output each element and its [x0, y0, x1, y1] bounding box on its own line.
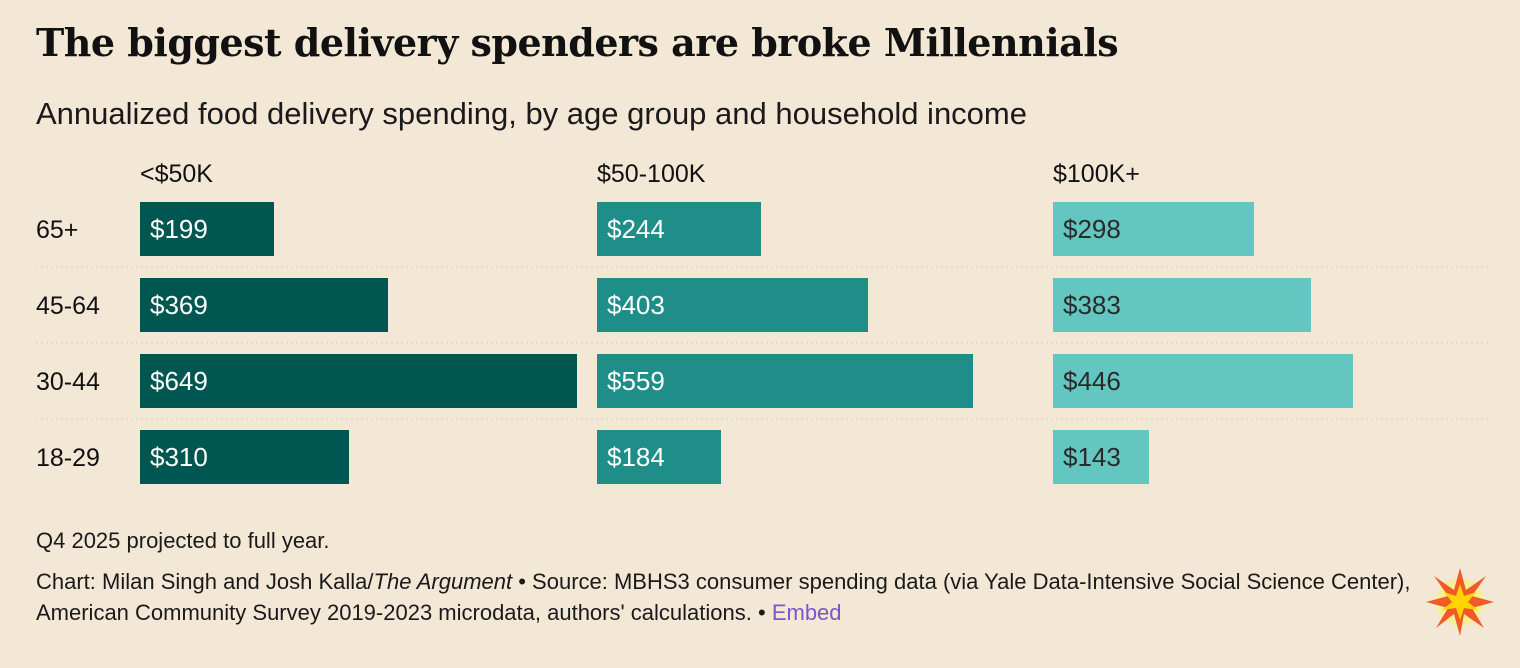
bar-2-30-44: [597, 354, 973, 408]
bar-3-30-44: [1053, 354, 1353, 408]
bar-2-18-29: [597, 430, 721, 484]
bar-label-3-65+: $298: [1063, 214, 1121, 244]
bar-label-2-30-44: $559: [607, 366, 665, 396]
bar-label-3-30-44: $446: [1063, 366, 1121, 396]
chart-area: 65+ 45-64 30-44 18-29 <$50K $199 $369 $649 $310 $…: [36, 160, 1490, 484]
bar-label-1-65+: $199: [150, 214, 208, 244]
row-label-65+: 65+: [36, 216, 78, 244]
chart-title: The biggest delivery spenders are broke …: [36, 20, 1119, 65]
row-label-45-64: 45-64: [36, 292, 100, 320]
bar-label-1-30-44: $649: [150, 366, 208, 396]
bar-1-45-64: [140, 278, 388, 332]
column-header-2: $50-100K: [597, 160, 706, 188]
bar-2-45-64: [597, 278, 868, 332]
bar-label-3-45-64: $383: [1063, 290, 1121, 320]
bar-3-45-64: [1053, 278, 1311, 332]
bar-3-65+: [1053, 202, 1254, 256]
source-text: • Source: MBHS3 consumer spending data (…: [36, 569, 1411, 625]
bar-label-2-45-64: $403: [607, 290, 665, 320]
bar-label-2-18-29: $184: [607, 442, 665, 472]
embed-link[interactable]: Embed: [771, 600, 842, 625]
row-label-30-44: 30-44: [36, 368, 100, 396]
footnote: Q4 2025 projected to full year.: [36, 528, 330, 553]
publication-name: The Argument: [373, 569, 513, 594]
bar-1-30-44: [140, 354, 577, 408]
bar-2-65+: [597, 202, 761, 256]
starburst-logo-icon: [1426, 568, 1494, 636]
bar-label-2-65+: $244: [607, 214, 665, 244]
bar-1-65+: [140, 202, 274, 256]
column-header-1: <$50K: [140, 160, 213, 188]
chart-subtitle: Annualized food delivery spending, by ag…: [36, 96, 1027, 131]
embed-separator: •: [757, 600, 772, 625]
row-label-18-29: 18-29: [36, 444, 100, 472]
credit-line: Chart: Milan Singh and Josh Kalla/The Ar…: [36, 566, 1416, 628]
bar-label-1-45-64: $369: [150, 290, 208, 320]
column-header-3: $100K+: [1053, 160, 1140, 188]
bar-label-1-18-29: $310: [150, 442, 208, 472]
bar-1-18-29: [140, 430, 349, 484]
bar-3-18-29: [1053, 430, 1149, 484]
credit-prefix: Chart: Milan Singh and Josh Kalla/: [36, 569, 374, 594]
bar-label-3-18-29: $143: [1063, 442, 1121, 472]
